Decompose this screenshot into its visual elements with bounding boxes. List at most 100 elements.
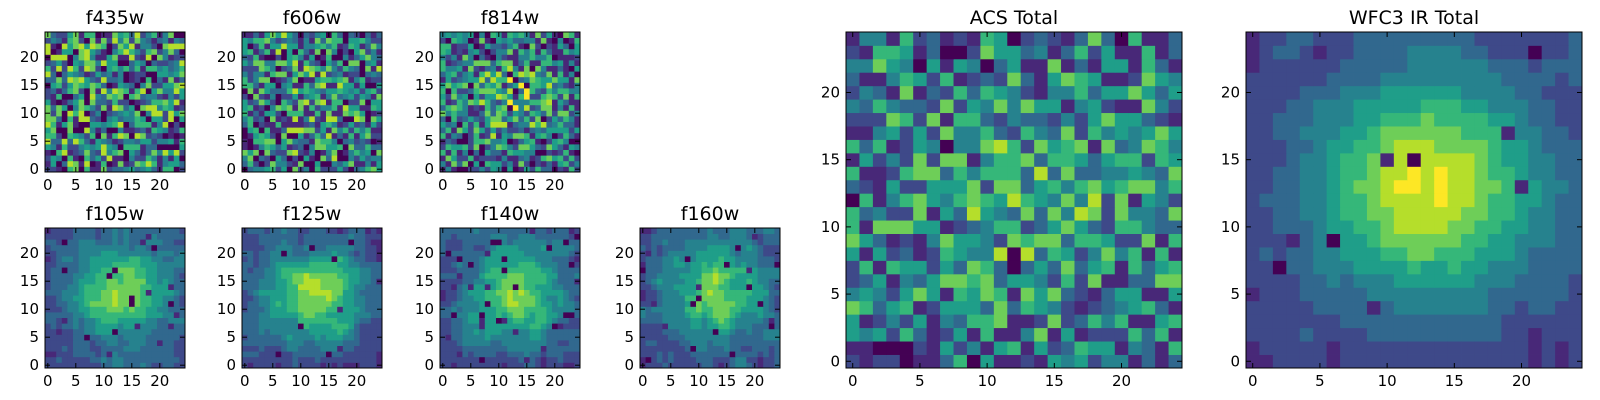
heatmap-cell: [729, 244, 736, 251]
x-tick-label: 20: [745, 372, 764, 390]
heatmap-cell: [286, 93, 293, 100]
heatmap-cell: [757, 272, 764, 279]
heatmap-cell: [540, 48, 547, 55]
heatmap-cell: [563, 289, 570, 296]
heatmap-cell: [774, 284, 781, 290]
heatmap-cell: [365, 88, 372, 94]
heatmap-cell: [292, 99, 299, 106]
heatmap-cell: [264, 334, 271, 341]
heatmap-cell: [326, 272, 332, 279]
y-tick-label: 0: [29, 356, 39, 374]
heatmap-cell: [645, 351, 652, 358]
heatmap-cell: [286, 54, 293, 61]
heatmap-cell: [168, 149, 175, 156]
heatmap-cell: [270, 65, 276, 72]
heatmap-cell: [292, 256, 299, 262]
heatmap-cell: [78, 155, 85, 162]
heatmap-cell: [684, 267, 691, 274]
heatmap-cell: [320, 60, 327, 66]
heatmap-cell: [468, 267, 474, 274]
heatmap-cell: [242, 356, 248, 363]
heatmap-cell: [1141, 166, 1156, 181]
heatmap-cell: [535, 138, 542, 145]
heatmap-cell: [320, 340, 327, 346]
heatmap-cell: [501, 323, 508, 330]
heatmap-cell: [574, 149, 581, 156]
heatmap-cell: [123, 323, 130, 330]
heatmap-cell: [157, 317, 163, 324]
heatmap-cell: [145, 32, 152, 38]
heatmap-cell: [179, 71, 186, 78]
heatmap-cell: [157, 323, 163, 330]
heatmap-cell: [490, 239, 497, 246]
heatmap-cell: [456, 256, 463, 262]
heatmap-cell: [162, 110, 169, 117]
heatmap-cell: [359, 76, 366, 83]
y-tick-label: 5: [29, 328, 39, 346]
heatmap-cell: [275, 43, 282, 50]
heatmap-cell: [707, 306, 714, 313]
heatmap-cell: [365, 93, 372, 100]
heatmap-cell: [145, 43, 152, 50]
heatmap-cell: [496, 88, 502, 94]
heatmap-cell: [926, 220, 941, 234]
heatmap-cell: [151, 160, 158, 167]
heatmap-cell: [718, 351, 725, 358]
heatmap-cell: [679, 278, 686, 285]
heatmap-cell: [67, 132, 74, 139]
heatmap-cell: [445, 228, 452, 234]
heatmap-cell: [342, 76, 349, 83]
heatmap-cell: [50, 239, 57, 246]
heatmap-cell: [173, 155, 180, 162]
heatmap-cell: [247, 82, 254, 89]
heatmap-cell: [275, 334, 282, 341]
heatmap-cell: [501, 88, 508, 94]
heatmap-cell: [473, 32, 480, 38]
heatmap-cell: [50, 127, 57, 134]
heatmap-cell: [563, 43, 570, 50]
heatmap-cell: [651, 289, 658, 296]
heatmap-cell: [774, 328, 781, 335]
heatmap-cell: [563, 312, 570, 318]
heatmap-cell: [479, 250, 486, 257]
heatmap-cell: [512, 144, 519, 150]
heatmap-cell: [50, 256, 57, 262]
heatmap-cell: [370, 144, 377, 150]
heatmap-cell: [445, 32, 452, 38]
heatmap-cell: [145, 138, 152, 145]
heatmap-cell: [1101, 166, 1116, 181]
heatmap-cell: [568, 295, 575, 302]
heatmap-cell: [568, 54, 575, 61]
heatmap-cell: [95, 250, 102, 257]
heatmap-cell: [151, 48, 158, 55]
heatmap-cell: [264, 60, 271, 66]
heatmap-cell: [134, 351, 141, 358]
heatmap-cell: [157, 256, 163, 262]
heatmap-cell: [574, 228, 581, 234]
x-tick-label: 5: [268, 372, 278, 390]
heatmap-cell: [980, 166, 995, 181]
heatmap-cell: [468, 272, 474, 279]
heatmap-cell: [45, 256, 51, 262]
heatmap-cell: [451, 104, 458, 111]
heatmap-cell: [134, 295, 141, 302]
heatmap-cell: [440, 43, 446, 50]
heatmap-cell: [940, 354, 954, 369]
heatmap-cell: [712, 356, 719, 363]
heatmap-cell: [651, 233, 658, 240]
heatmap-cell: [354, 356, 360, 363]
heatmap-cell: [365, 155, 372, 162]
heatmap-cell: [518, 138, 525, 145]
heatmap-cell: [264, 160, 271, 167]
heatmap-cell: [656, 306, 663, 313]
heatmap-cell: [966, 166, 981, 181]
heatmap-cell: [67, 267, 74, 274]
heatmap-cell: [129, 54, 135, 61]
heatmap-cell: [501, 99, 508, 106]
heatmap-cell: [712, 306, 719, 313]
heatmap-cell: [56, 244, 63, 251]
heatmap-cell: [331, 284, 338, 290]
heatmap-cell: [342, 351, 349, 358]
heatmap-cell: [656, 272, 663, 279]
heatmap-cell: [84, 244, 91, 251]
